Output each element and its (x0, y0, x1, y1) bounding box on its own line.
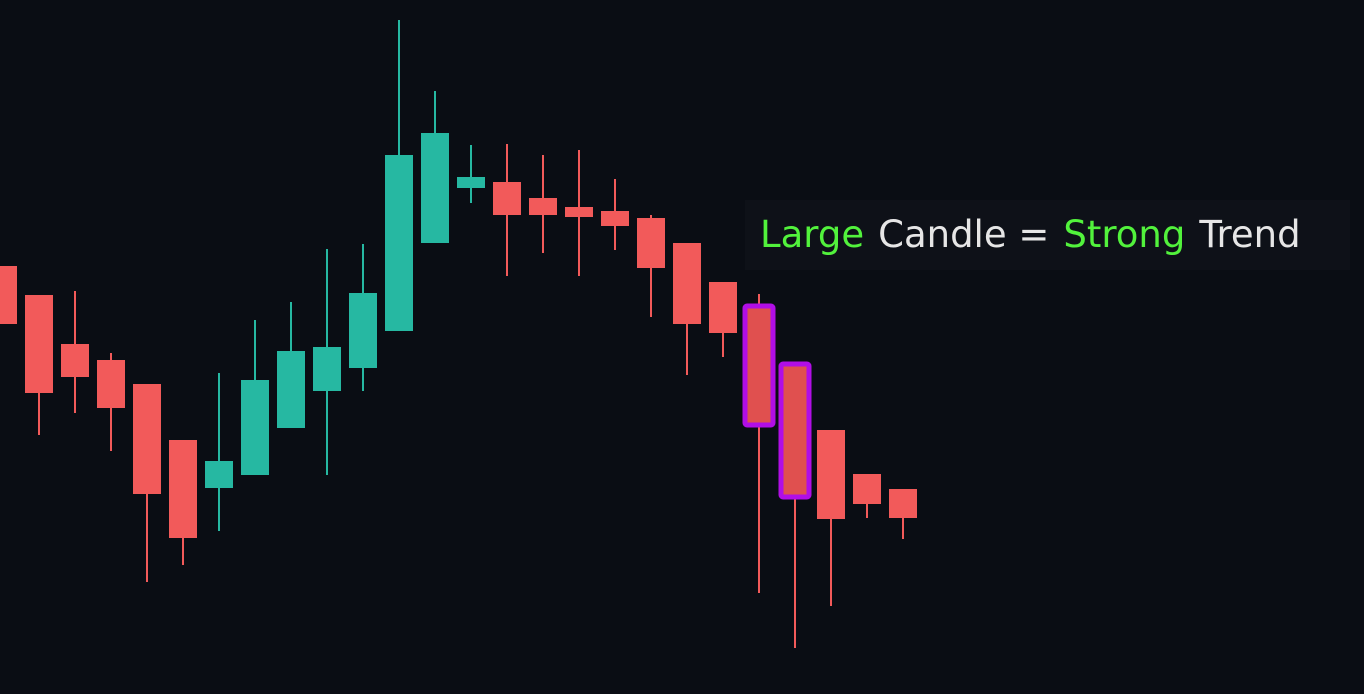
candle-body (241, 380, 269, 475)
candle-body (601, 211, 629, 226)
candle-body (817, 430, 845, 519)
candle-body (529, 198, 557, 215)
candle-body (778, 361, 812, 500)
candle-body (25, 295, 53, 393)
annotation-part: Strong (1063, 213, 1185, 256)
candle-body (742, 303, 776, 428)
candle-body (97, 360, 125, 408)
candle-body (889, 489, 917, 518)
candle-body (313, 347, 341, 391)
candle-body (421, 133, 449, 243)
candle-body (673, 243, 701, 324)
annotation-part: Large (760, 213, 864, 256)
candle-body (493, 182, 521, 215)
candle-body (565, 207, 593, 217)
candle-body (385, 155, 413, 331)
candle-body (61, 344, 89, 377)
candle-body (457, 177, 485, 188)
candle-body (637, 218, 665, 268)
candle-body (349, 293, 377, 368)
candle-body (205, 461, 233, 488)
candle-body (169, 440, 197, 538)
annotation: Large Candle = Strong Trend (760, 213, 1301, 256)
candle-body (133, 384, 161, 494)
candle-body (709, 282, 737, 333)
annotation-part: Trend (1198, 213, 1300, 256)
annotation-part: Candle = (878, 213, 1049, 256)
annotation-box (745, 200, 1350, 270)
candle-body (853, 474, 881, 504)
candle-body (0, 266, 17, 324)
candle-body (277, 351, 305, 428)
